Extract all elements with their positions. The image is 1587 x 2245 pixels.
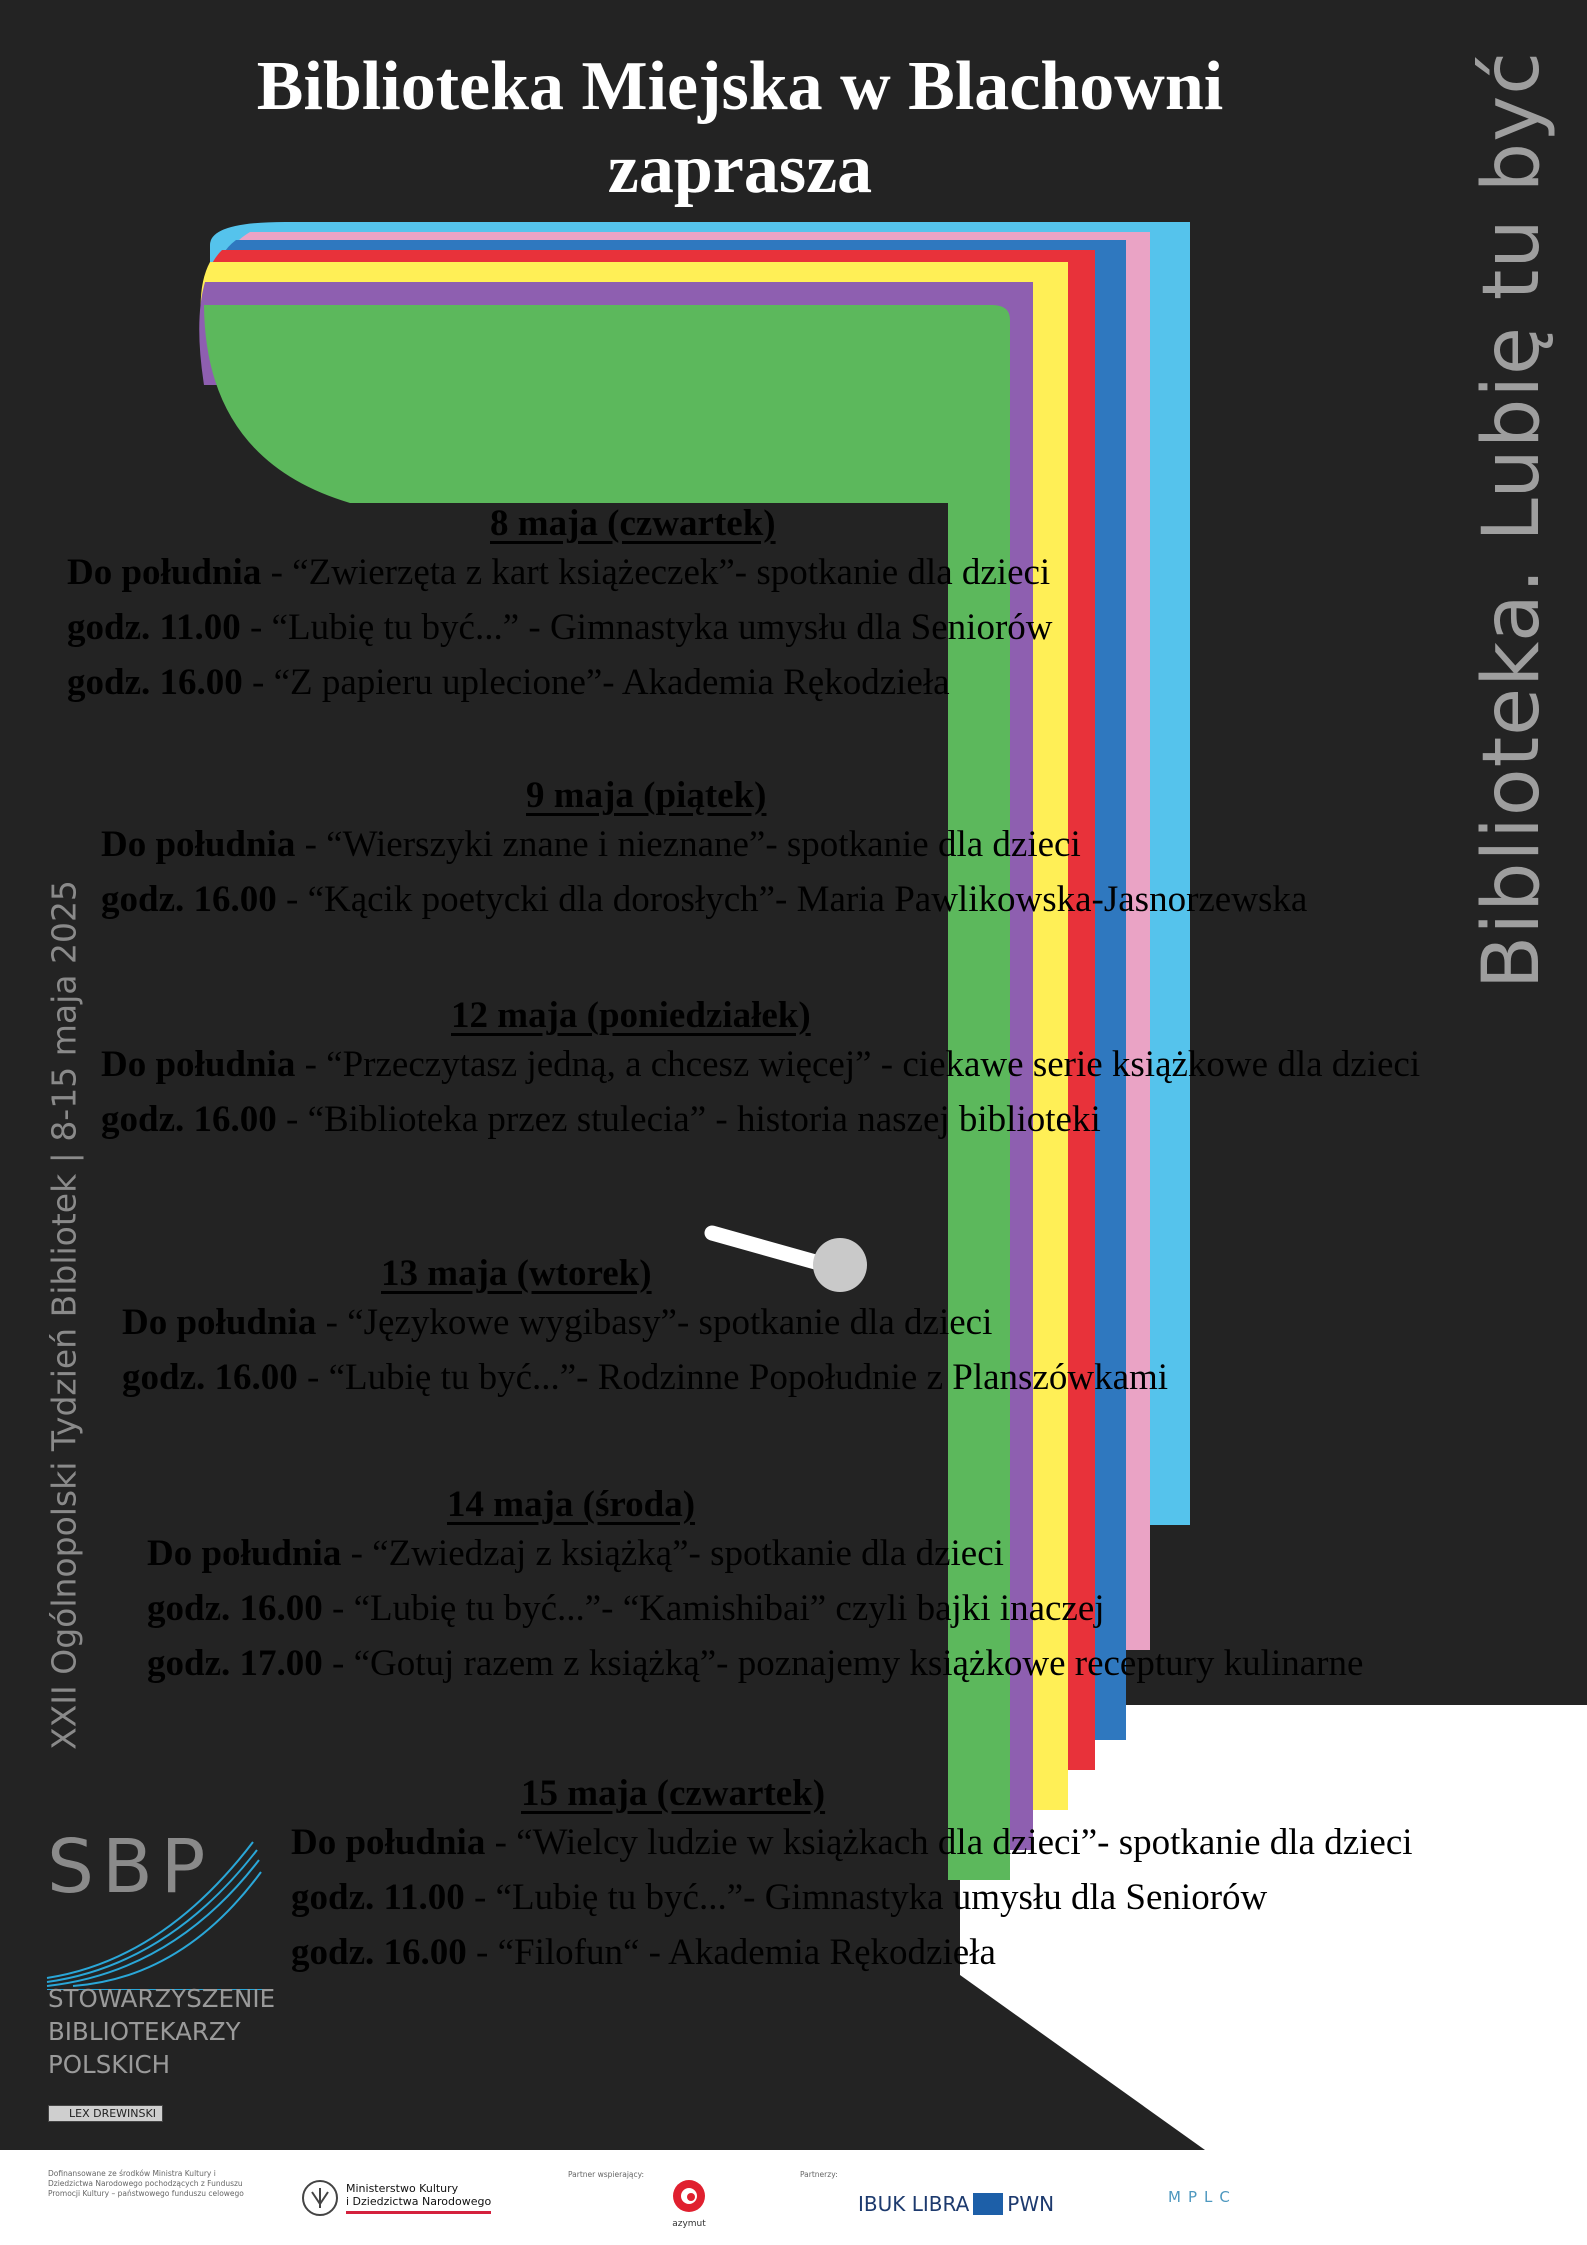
event-line: Do południa - “Wielcy ludzie w książkach… [291, 1816, 1413, 1871]
event-desc: - “Wierszyki znane i nieznane”- spotkani… [295, 824, 1081, 866]
event-time: godz. 16.00 [67, 661, 243, 703]
event-desc: - “Lubię tu być...”- “Kamishibai” czyli … [322, 1588, 1105, 1630]
event-time: godz. 17.00 [147, 1642, 323, 1684]
azymut-logo: azymut [670, 2178, 708, 2229]
partners-label: Partnerzy: [800, 2170, 838, 2179]
event-desc: - “Biblioteka przez stulecia” - historia… [276, 1099, 1101, 1141]
pwn-mark-icon [973, 2193, 1004, 2215]
event-desc: - “Wielcy ludzie w książkach dla dzieci”… [485, 1822, 1413, 1864]
bookmark-circle [813, 1238, 867, 1292]
lex-drewinski-credit: LEX DREWINSKI [48, 2105, 163, 2122]
event-time: Do południa [291, 1822, 486, 1864]
day-title: 15 maja (czwartek) [521, 1773, 826, 1814]
ibuk-libra-name: IBUK LIBRA [858, 2192, 970, 2216]
ministry-logo: Ministerstwo Kultury i Dziedzictwa Narod… [300, 2178, 492, 2218]
event-line: godz. 11.00 - “Lubię tu być...”- Gimnast… [291, 1871, 1413, 1926]
side-event-name: XXII Ogólnopolski Tydzień Bibliotek | 8-… [44, 880, 84, 1750]
day-title: 13 maja (wtorek) [381, 1253, 652, 1294]
event-time: godz. 16.00 [122, 1357, 298, 1399]
event-line: godz. 16.00 - “Kącik poetycki dla dorosł… [101, 873, 1307, 928]
bookmark-line [704, 1225, 834, 1273]
mplc-logo: MPLC [1168, 2188, 1237, 2206]
event-desc: - “Kącik poetycki dla dorosłych”- Maria … [276, 879, 1308, 921]
day-block-15-maja: 15 maja (czwartek) Do południa - “Wielcy… [291, 1772, 1413, 1981]
event-desc: - “Językowe wygibasy”- spotkanie dla dzi… [316, 1302, 993, 1344]
event-desc: - “Przeczytasz jedną, a chcesz więcej” -… [295, 1044, 1421, 1086]
event-desc: - “Zwierzęta z kart książeczek”- spotkan… [261, 552, 1051, 594]
sbp-name: STOWARZYSZENIE BIBLIOTEKARZY POLSKICH [48, 1982, 275, 2081]
day-block-14-maja: 14 maja (środa) Do południa - “Zwiedzaj … [147, 1483, 1363, 1692]
page-subtitle: zaprasza [607, 131, 873, 208]
footer-logos: Dofinansowane ze środków Ministra Kultur… [0, 2150, 1587, 2245]
sbp-name-line: POLSKICH [48, 2050, 171, 2079]
event-time: godz. 16.00 [147, 1588, 323, 1630]
ministry-name-line1: Ministerstwo Kultury [346, 2182, 459, 2195]
azymut-swirl-icon [673, 2180, 705, 2212]
event-time: godz. 11.00 [291, 1877, 465, 1919]
day-block-8-maja: 8 maja (czwartek) Do południa - “Zwierzę… [67, 502, 1053, 711]
event-time: godz. 16.00 [291, 1931, 467, 1973]
sbp-name-line: BIBLIOTEKARZY [48, 2017, 241, 2046]
ibuk-pwn-logo: IBUK LIBRA PWN [858, 2192, 1054, 2216]
sbp-name-line: STOWARZYSZENIE [48, 1984, 276, 2013]
day-title: 12 maja (poniedziałek) [451, 995, 811, 1036]
event-time: Do południa [147, 1533, 342, 1575]
event-time: godz. 16.00 [101, 1099, 277, 1141]
eagle-emblem-icon [302, 2180, 338, 2216]
event-desc: - “Gotuj razem z książką”- poznajemy ksi… [322, 1642, 1364, 1684]
event-line: godz. 16.00 - “Lubię tu być...”- Rodzinn… [122, 1351, 1168, 1406]
event-time: godz. 16.00 [101, 879, 277, 921]
event-line: godz. 16.00 - “Biblioteka przez stulecia… [101, 1093, 1420, 1148]
event-line: Do południa - “Przeczytasz jedną, a chce… [101, 1038, 1420, 1093]
page-title: Biblioteka Miejska w Blachowni [256, 48, 1224, 125]
event-line: godz. 16.00 - “Filofun“ - Akademia Rękod… [291, 1926, 1413, 1981]
event-line: godz. 16.00 - “Z papieru uplecione”- Aka… [67, 656, 1053, 711]
event-desc: - “Filofun“ - Akademia Rękodzieła [466, 1931, 996, 1973]
pwn-name: PWN [1007, 2192, 1055, 2216]
event-line: godz. 17.00 - “Gotuj razem z książką”- p… [147, 1637, 1363, 1692]
event-line: Do południa - “Zwiedzaj z książką”- spot… [147, 1527, 1363, 1582]
event-time: Do południa [101, 824, 296, 866]
day-block-13-maja: 13 maja (wtorek) Do południa - “Językowe… [122, 1252, 1168, 1406]
sbp-swoosh-icon [46, 1841, 263, 1990]
event-time: Do południa [67, 552, 262, 594]
day-title: 9 maja (piątek) [526, 775, 767, 816]
azymut-name: azymut [672, 2219, 706, 2229]
funding-note: Dofinansowane ze środków Ministra Kultur… [48, 2169, 244, 2198]
partner-supporting-label: Partner wspierający: [568, 2170, 645, 2179]
event-line: Do południa - “Językowe wygibasy”- spotk… [122, 1296, 1168, 1351]
white-diagonal-area [960, 1705, 1587, 2150]
sbp-logo-letters: SBP [47, 1824, 214, 1910]
day-title: 14 maja (środa) [447, 1484, 696, 1525]
day-block-12-maja: 12 maja (poniedziałek) Do południa - “Pr… [101, 994, 1420, 1148]
event-line: Do południa - “Wierszyki znane i nieznan… [101, 818, 1307, 873]
event-time: godz. 11.00 [67, 607, 241, 649]
sbp-logo: SBP STOWARZYSZENIE BIBLIOTEKARZY POLSKIC… [46, 1824, 275, 2079]
event-desc: - “Lubię tu być...” - Gimnastyka umysłu … [240, 607, 1053, 649]
day-title: 8 maja (czwartek) [490, 503, 776, 544]
event-desc: - “Lubię tu być...”- Rodzinne Popołudnie… [297, 1357, 1169, 1399]
ribbon-green [204, 305, 1010, 1880]
day-block-9-maja: 9 maja (piątek) Do południa - “Wierszyki… [101, 774, 1307, 928]
event-line: godz. 16.00 - “Lubię tu być...”- “Kamish… [147, 1582, 1363, 1637]
event-desc: - “Z papieru uplecione”- Akademia Rękodz… [242, 661, 950, 703]
side-slogan: Biblioteka. Lubię tu być [1467, 50, 1557, 990]
event-time: Do południa [101, 1044, 296, 1086]
ministry-name-line2: i Dziedzictwa Narodowego [346, 2195, 492, 2208]
event-line: Do południa - “Zwierzęta z kart książecz… [67, 546, 1053, 601]
event-line: godz. 11.00 - “Lubię tu być...” - Gimnas… [67, 601, 1053, 656]
event-desc: - “Zwiedzaj z książką”- spotkanie dla dz… [341, 1533, 1004, 1575]
event-time: Do południa [122, 1302, 317, 1344]
event-desc: - “Lubię tu być...”- Gimnastyka umysłu d… [464, 1877, 1268, 1919]
